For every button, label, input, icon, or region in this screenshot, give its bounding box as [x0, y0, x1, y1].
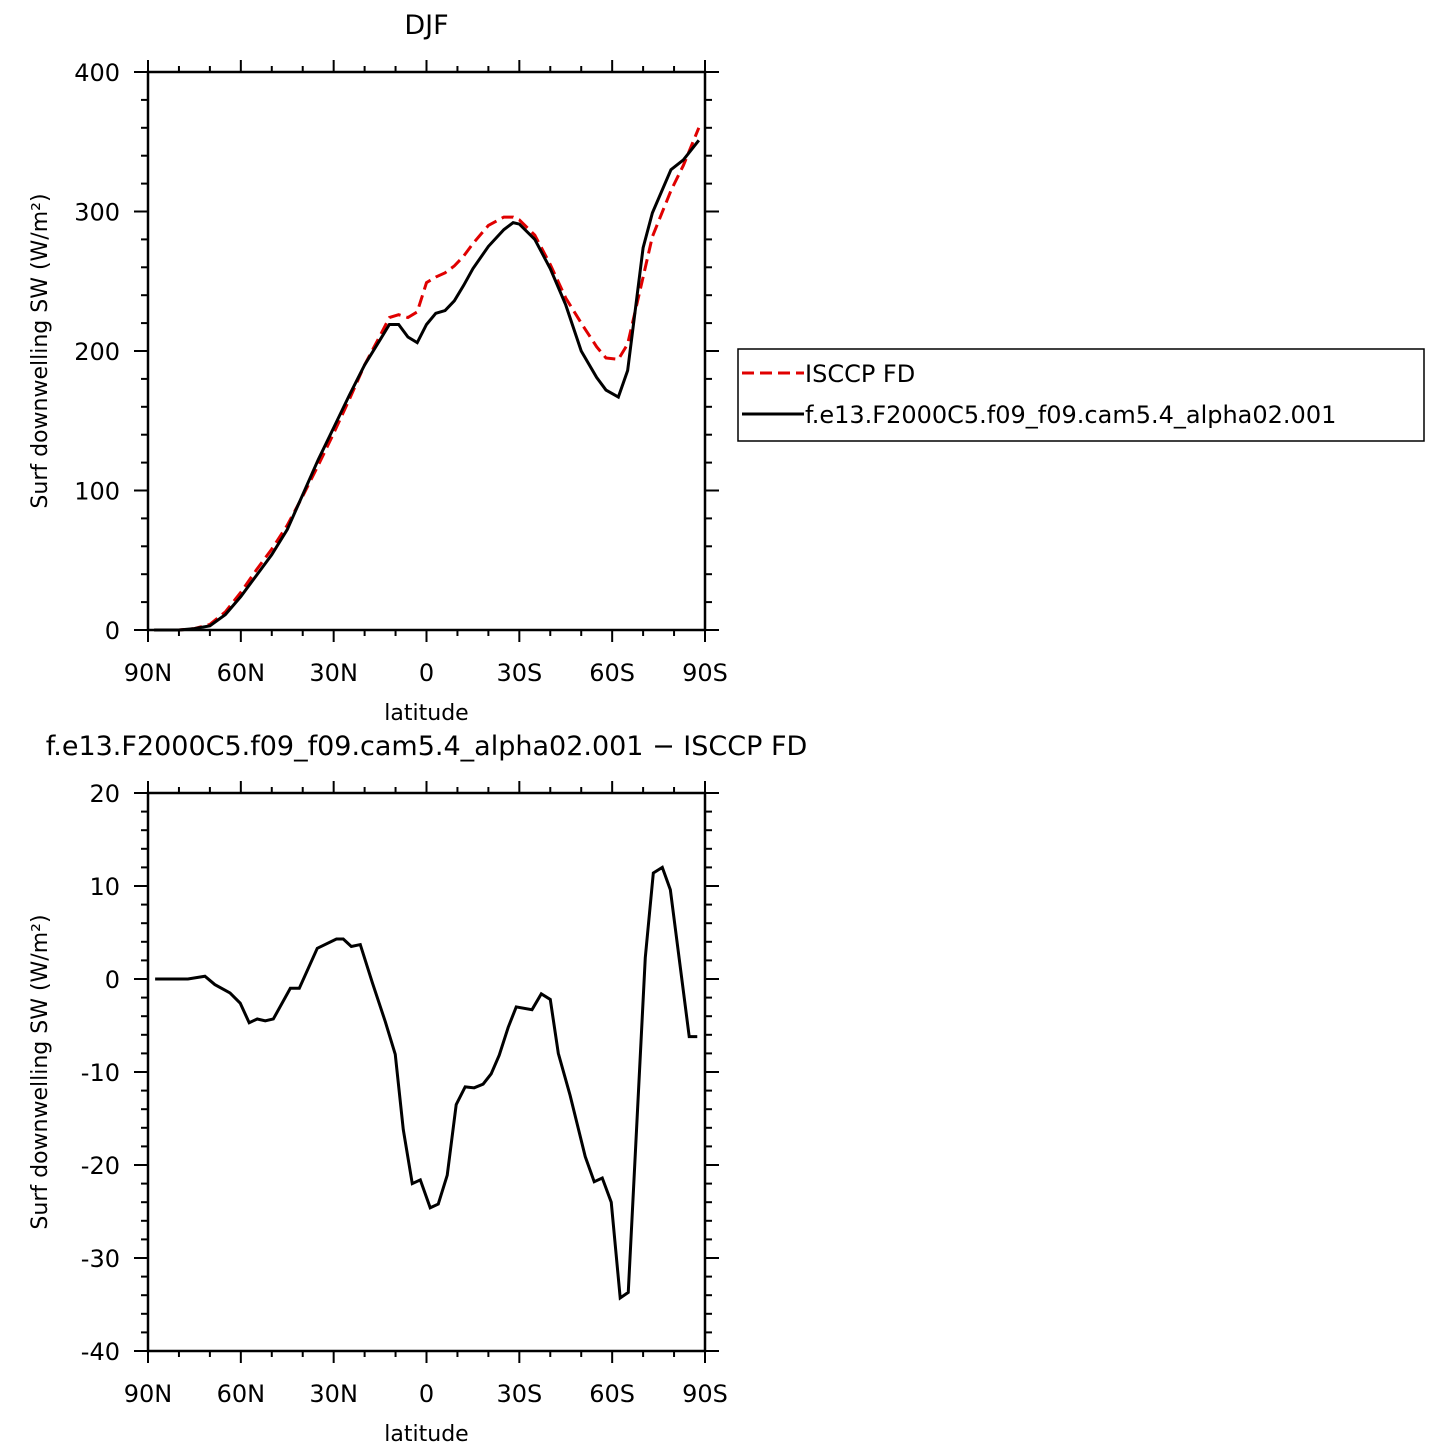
y-tick-label: 300 — [74, 199, 120, 227]
plot-frame — [146, 70, 707, 632]
x-tick-label: 60S — [589, 659, 635, 687]
y-tick-label: 20 — [89, 780, 120, 808]
chart-title: f.e13.F2000C5.f09_f09.cam5.4_alpha02.001… — [46, 731, 808, 762]
x-tick-label: 60S — [589, 1380, 635, 1408]
y-tick-label: 200 — [74, 338, 120, 366]
y-tick-label: 100 — [74, 478, 120, 506]
y-tick-label: 0 — [105, 966, 120, 994]
data-line — [154, 127, 701, 632]
x-tick-label: 60N — [217, 659, 266, 687]
x-tick-label: 90S — [682, 659, 728, 687]
x-axis-label: latitude — [384, 701, 468, 726]
chart-title: DJF — [404, 10, 448, 41]
y-tick-label: 0 — [105, 617, 120, 645]
data-line — [154, 139, 700, 632]
legend-label: ISCCP FD — [805, 360, 915, 388]
x-axis-label: latitude — [384, 1422, 468, 1447]
data-line — [155, 865, 698, 1301]
y-axis-label: Surf downwelling SW (W/m²) — [28, 193, 53, 508]
x-tick-label: 30N — [309, 1380, 358, 1408]
y-tick-label: -20 — [81, 1152, 120, 1180]
legend-box — [737, 348, 1425, 442]
x-tick-label: 30N — [309, 659, 358, 687]
y-tick-label: -10 — [81, 1059, 120, 1087]
y-tick-label: -40 — [81, 1338, 120, 1366]
x-tick-label: 30S — [496, 1380, 542, 1408]
y-tick-label: -30 — [81, 1245, 120, 1273]
x-tick-label: 60N — [217, 1380, 266, 1408]
y-tick-label: 10 — [89, 873, 120, 901]
plot-frame — [146, 791, 707, 1353]
y-tick-label: 400 — [74, 59, 120, 87]
x-tick-label: 90N — [124, 1380, 173, 1408]
legend-label: f.e13.F2000C5.f09_f09.cam5.4_alpha02.001 — [805, 401, 1336, 429]
x-tick-label: 90N — [124, 659, 173, 687]
x-tick-label: 90S — [682, 1380, 728, 1408]
x-tick-label: 0 — [419, 1380, 434, 1408]
x-tick-label: 30S — [496, 659, 542, 687]
y-axis-label: Surf downwelling SW (W/m²) — [28, 914, 53, 1229]
x-tick-label: 0 — [419, 659, 434, 687]
